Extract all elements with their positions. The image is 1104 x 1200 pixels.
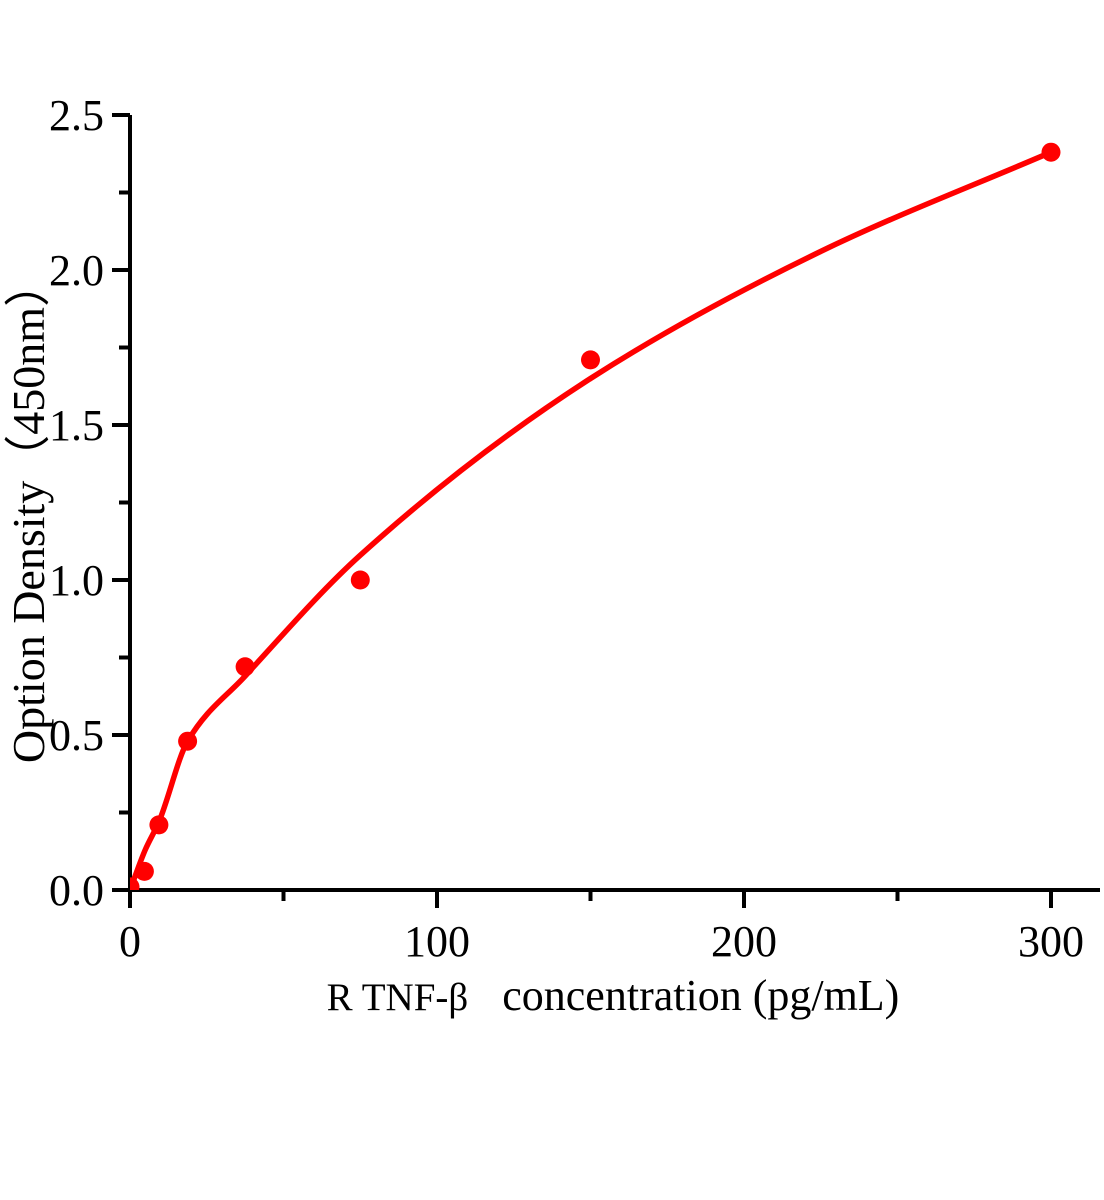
y-tick-label: 0.5	[49, 711, 104, 760]
fitted-curve-layer	[130, 149, 1054, 890]
x-tick-label: 300	[1018, 917, 1084, 966]
data-point-marker	[130, 877, 140, 890]
data-points-layer	[130, 142, 1061, 890]
data-point-marker	[1041, 142, 1061, 162]
x-tick-label: 0	[119, 917, 141, 966]
y-axis-title: Option Density（450nm）	[3, 261, 54, 763]
data-point-marker	[350, 570, 370, 590]
axis-ticks	[112, 113, 1053, 908]
y-tick-label: 2.0	[49, 246, 104, 295]
y-tick-label: 1.0	[49, 556, 104, 605]
data-point-marker	[581, 350, 600, 370]
tick-labels: 0.0 0.5 1.0 1.5 2.0 2.5 0 100 200 300	[49, 91, 1084, 966]
data-point-marker	[178, 731, 198, 751]
x-axis-title-prefix: R TNF-β	[327, 976, 469, 1019]
axes	[128, 115, 1100, 892]
data-point-marker	[134, 861, 154, 881]
y-tick-label: 1.5	[49, 401, 104, 450]
x-tick-label: 200	[711, 917, 777, 966]
fit-curve-path	[130, 149, 1054, 890]
x-axis-title: R TNF-β concentration (pg/mL)	[327, 971, 900, 1020]
y-tick-label: 2.5	[49, 91, 104, 140]
data-point-marker	[149, 815, 169, 835]
y-tick-label: 0.0	[49, 866, 104, 915]
x-axis-title-main: concentration (pg/mL)	[502, 971, 899, 1020]
data-point-marker	[235, 657, 255, 677]
x-tick-label: 100	[404, 917, 470, 966]
